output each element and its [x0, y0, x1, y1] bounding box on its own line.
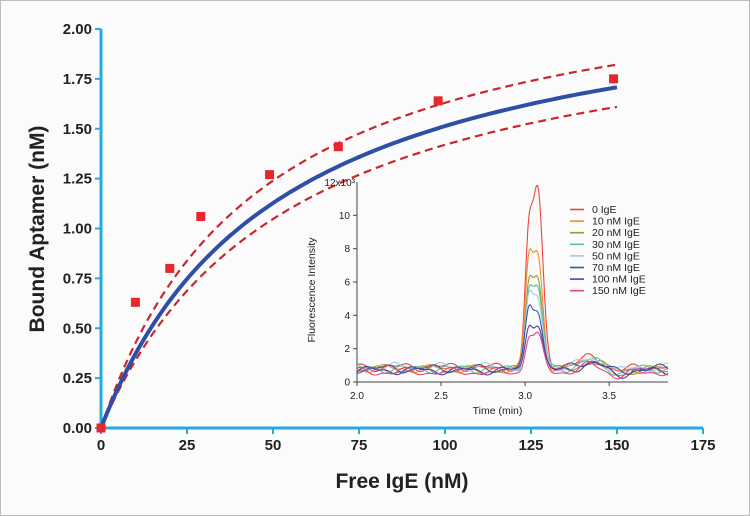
- inset-y-tick-label: 2: [344, 344, 350, 355]
- legend-label: 10 nM IgE: [592, 216, 640, 228]
- x-tick-label: 100: [432, 437, 457, 454]
- trace-line: [356, 324, 669, 379]
- y-axis-title: Bound Aptamer (nM): [26, 126, 49, 333]
- y-tick-label: 1.25: [63, 171, 92, 188]
- y-tick-label: 1.00: [63, 221, 92, 238]
- inset-y-tick-label: 4: [344, 311, 350, 322]
- inset-x-tick-label: 3.5: [602, 391, 616, 402]
- y-tick-label: 1.75: [63, 71, 92, 88]
- legend-label: 150 nM IgE: [592, 285, 646, 297]
- data-point: [433, 96, 443, 106]
- y-tick-label: 1.50: [63, 121, 92, 138]
- data-point: [96, 423, 106, 433]
- x-tick-label: 150: [604, 437, 629, 454]
- data-point: [165, 263, 175, 273]
- inset-x-tick-label: 2.5: [434, 391, 448, 402]
- y-tick-label: 0.00: [63, 420, 92, 437]
- y-tick-label: 0.50: [63, 320, 92, 337]
- legend-label: 30 nM IgE: [592, 239, 640, 251]
- x-tick-label: 175: [690, 437, 715, 454]
- y-tick-label: 2.00: [63, 21, 92, 38]
- x-axis-title: Free IgE (nM): [335, 470, 468, 493]
- inset-x-tick-label: 3.0: [518, 391, 532, 402]
- data-point: [130, 297, 140, 307]
- legend-label: 50 nM IgE: [592, 250, 640, 262]
- trace-line: [356, 284, 669, 376]
- main-plot: 0.000.250.500.751.001.251.501.752.000 25 5…: [26, 21, 716, 493]
- trace-line: [356, 289, 669, 372]
- inset-y-tick-label: 0: [344, 378, 350, 389]
- x-tick-label: 50: [265, 437, 282, 454]
- confidence-lower-curve: [99, 105, 618, 429]
- data-point: [333, 142, 343, 152]
- legend-label: 20 nM IgE: [592, 227, 640, 239]
- x-tick-label: 0: [97, 437, 105, 454]
- inset-y-axis-title: Fluorescence Intensity: [306, 237, 318, 343]
- fit-curve: [99, 85, 618, 429]
- legend-label: 100 nM IgE: [592, 274, 646, 286]
- legend-label: 70 nM IgE: [592, 262, 640, 274]
- trace-line: [356, 331, 669, 380]
- inset-plot: 0 2 4 6 8 10 12x10³ 2.0 2.5 3.0 3.5 Time (min) Fluor…: [306, 178, 669, 417]
- confidence-upper-curve: [99, 63, 618, 429]
- data-point: [265, 170, 275, 180]
- inset-y-tick-label: 10: [339, 211, 351, 222]
- data-point: [609, 74, 619, 84]
- data-point: [196, 212, 206, 222]
- x-tick-label: 25: [179, 437, 196, 454]
- inset-x-axis-title: Time (min): [473, 405, 523, 417]
- inset-y-unit-label: 12x10³: [324, 178, 355, 189]
- x-tick-label: 125: [518, 437, 543, 454]
- legend-label: 0 IgE: [592, 204, 617, 216]
- y-tick-label: 0.25: [63, 370, 92, 387]
- x-tick-label: 75: [351, 437, 368, 454]
- inset-y-tick-label: 8: [344, 244, 350, 255]
- y-tick-label: 0.75: [63, 270, 92, 287]
- inset-y-tick-label: 6: [344, 278, 350, 289]
- inset-x-tick-label: 2.0: [350, 391, 364, 402]
